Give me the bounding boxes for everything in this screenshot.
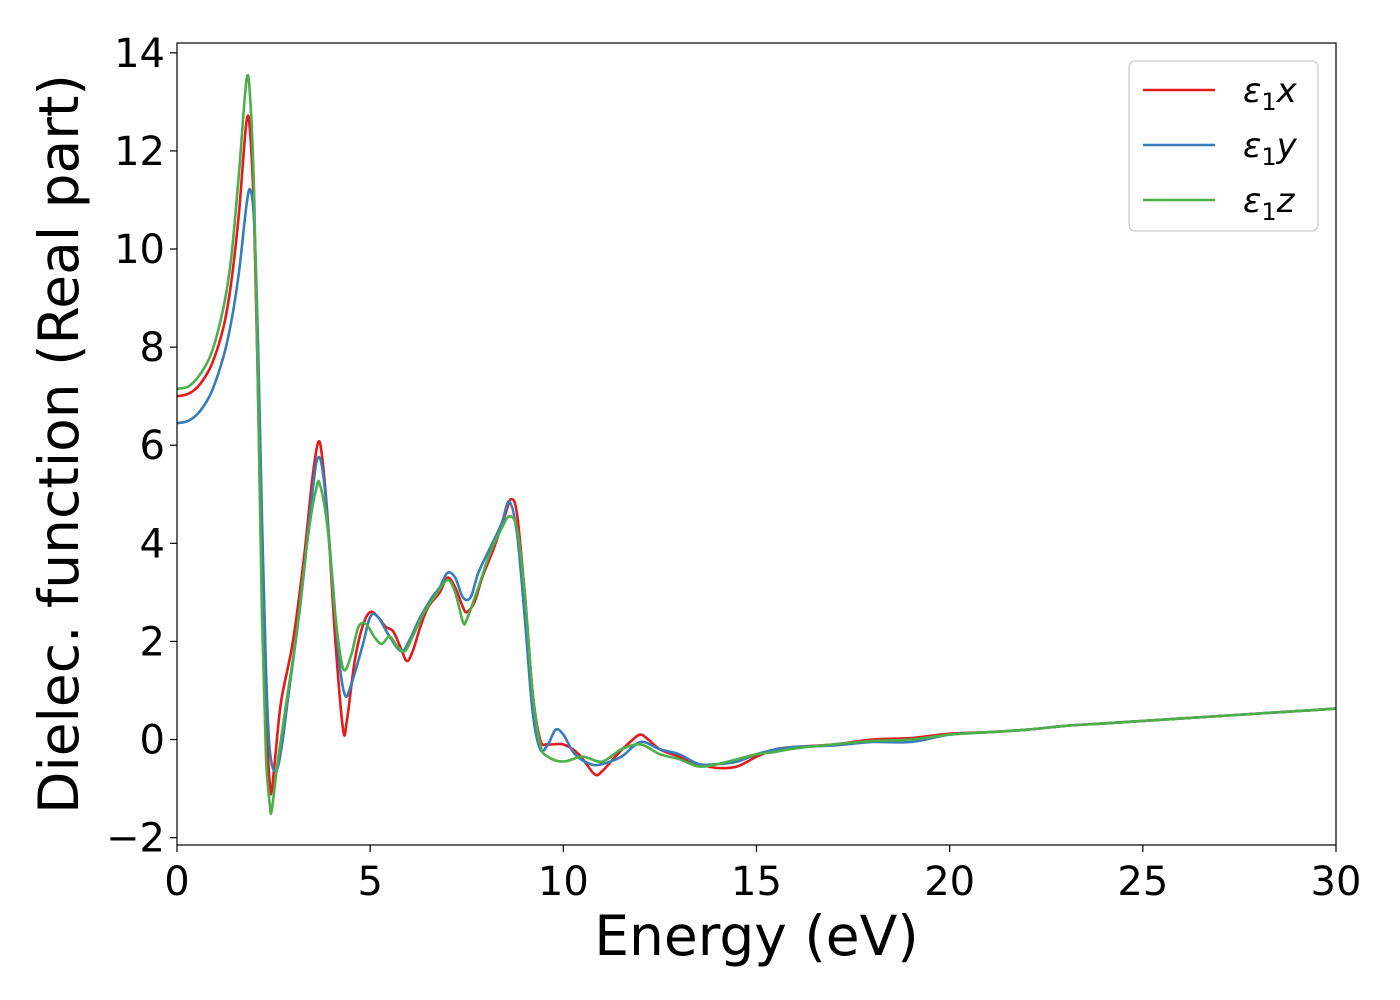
legend: ε1x ε1y ε1z	[1128, 60, 1319, 232]
x-tick-label: 15	[731, 859, 782, 905]
x-tick-label: 25	[1117, 859, 1168, 905]
y-tick-label: −2	[106, 816, 165, 862]
legend-label: ε1z	[1243, 181, 1296, 226]
y-tick-label: 12	[114, 129, 165, 175]
x-axis: 0 5 10 15 20 25 30	[164, 845, 1361, 905]
y-tick-label: 6	[140, 423, 165, 469]
x-tick-label: 10	[538, 859, 589, 905]
legend-label: ε1x	[1243, 71, 1298, 116]
y-tick-label: 8	[140, 325, 165, 371]
x-tick-label: 5	[357, 859, 382, 905]
legend-box	[1128, 60, 1319, 232]
y-tick-label: 14	[114, 31, 165, 77]
x-tick-label: 20	[924, 859, 975, 905]
y-axis-title: Dielec. function (Real part)	[27, 74, 91, 814]
x-tick-label: 30	[1311, 859, 1362, 905]
y-tick-label: 10	[114, 227, 165, 273]
legend-label: ε1y	[1243, 126, 1298, 171]
x-axis-title: Energy (eV)	[594, 904, 918, 968]
series-line-y	[177, 187, 1336, 773]
x-tick-label: 0	[164, 859, 189, 905]
y-axis: −2 0 2 4 6 8 10 12 14	[106, 31, 177, 862]
series-line-z	[177, 73, 1336, 815]
y-tick-label: 0	[140, 718, 165, 764]
series-layer	[177, 73, 1336, 815]
y-tick-label: 2	[140, 619, 165, 665]
y-tick-label: 4	[140, 521, 165, 567]
